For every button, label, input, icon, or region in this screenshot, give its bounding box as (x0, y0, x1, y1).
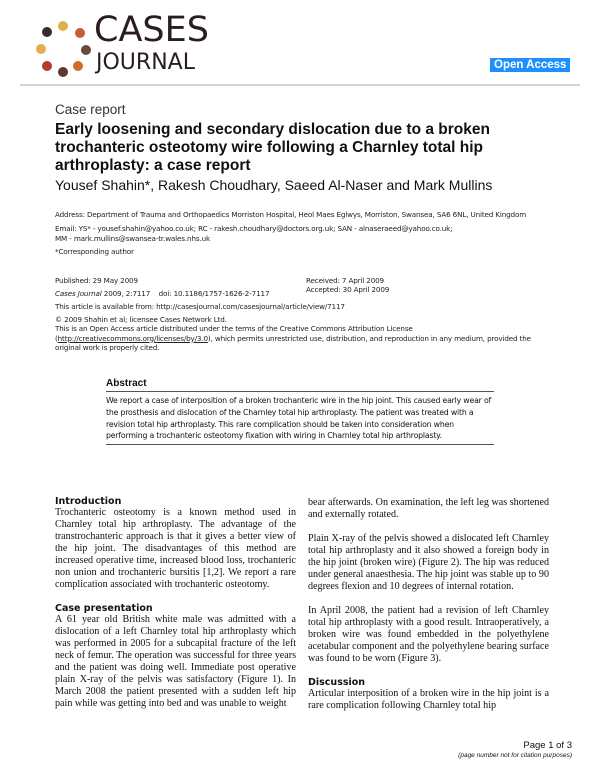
case-paragraph-3: In April 2008, the patient had a revisio… (308, 605, 549, 664)
corresponding-note: *Corresponding author (55, 247, 134, 256)
header-divider (20, 84, 580, 86)
article-url: This article is available from: http://c… (55, 302, 345, 311)
license-text: This is an Open Access article distribut… (55, 324, 555, 353)
article-title: Early loosening and secondary dislocatio… (55, 121, 490, 174)
case-heading: Case presentation (55, 603, 153, 614)
author-address: Address: Department of Trauma and Orthop… (55, 210, 527, 219)
license-link[interactable]: http://creativecommons.org/licenses/by/3… (57, 333, 208, 343)
article-type: Case report (55, 102, 126, 117)
open-access-badge: Open Access (490, 58, 571, 72)
right-column: bear afterwards. On examination, the lef… (308, 497, 549, 724)
abstract-heading: Abstract (106, 378, 494, 392)
license-post: ), which permits unrestricted use, distr… (55, 333, 531, 353)
case-paragraph: A 61 year old British white male was adm… (55, 614, 296, 709)
abstract-text: We report a case of interposition of a b… (106, 392, 494, 446)
case-paragraph-2: Plain X-ray of the pelvis showed a dislo… (308, 533, 549, 592)
logo-word-journal: JOURNAL (96, 50, 195, 75)
logo-figures-icon (36, 21, 91, 77)
email-line: MM - mark.mullins@swansea-tr.wales.nhs.u… (55, 233, 210, 243)
page-number-note: (page number not for citation purposes) (458, 752, 572, 759)
citation: Cases Journal 2009, 2:7117 doi: 10.1186/… (55, 289, 270, 299)
abstract-box: Abstract We report a case of interpositi… (106, 378, 494, 446)
email-line: Email: YS* - yousef.shahin@yahoo.co.uk; … (55, 224, 453, 233)
case-paragraph-cont: bear afterwards. On examination, the lef… (308, 497, 549, 520)
published-date: Published: 29 May 2009 (55, 276, 138, 285)
intro-paragraph: Trochanteric osteotomy is a known method… (55, 507, 296, 590)
accepted-date: Accepted: 30 April 2009 (306, 285, 390, 294)
copyright: © 2009 Shahin et al; licensee Cases Netw… (55, 315, 227, 324)
received-date: Received: 7 April 2009 (306, 276, 384, 285)
article-authors: Yousef Shahin*, Rakesh Choudhary, Saeed … (55, 177, 493, 193)
journal-logo: CASES JOURNAL (34, 10, 214, 78)
page-number: Page 1 of 3 (523, 740, 572, 751)
logo-word-cases: CASES (94, 10, 209, 50)
author-emails: Email: YS* - yousef.shahin@yahoo.co.uk; … (55, 224, 453, 243)
discussion-heading: Discussion (308, 677, 366, 688)
intro-heading: Introduction (55, 496, 122, 507)
citation-journal: Cases Journal (55, 289, 102, 298)
discussion-paragraph: Articular interposition of a broken wire… (308, 688, 549, 711)
left-column: Introduction Trochanteric osteotomy is a… (55, 496, 296, 722)
license-pre: This is an Open Access article distribut… (55, 324, 413, 343)
citation-details: 2009, 2:7117 doi: 10.1186/1757-1626-2-71… (101, 289, 270, 298)
